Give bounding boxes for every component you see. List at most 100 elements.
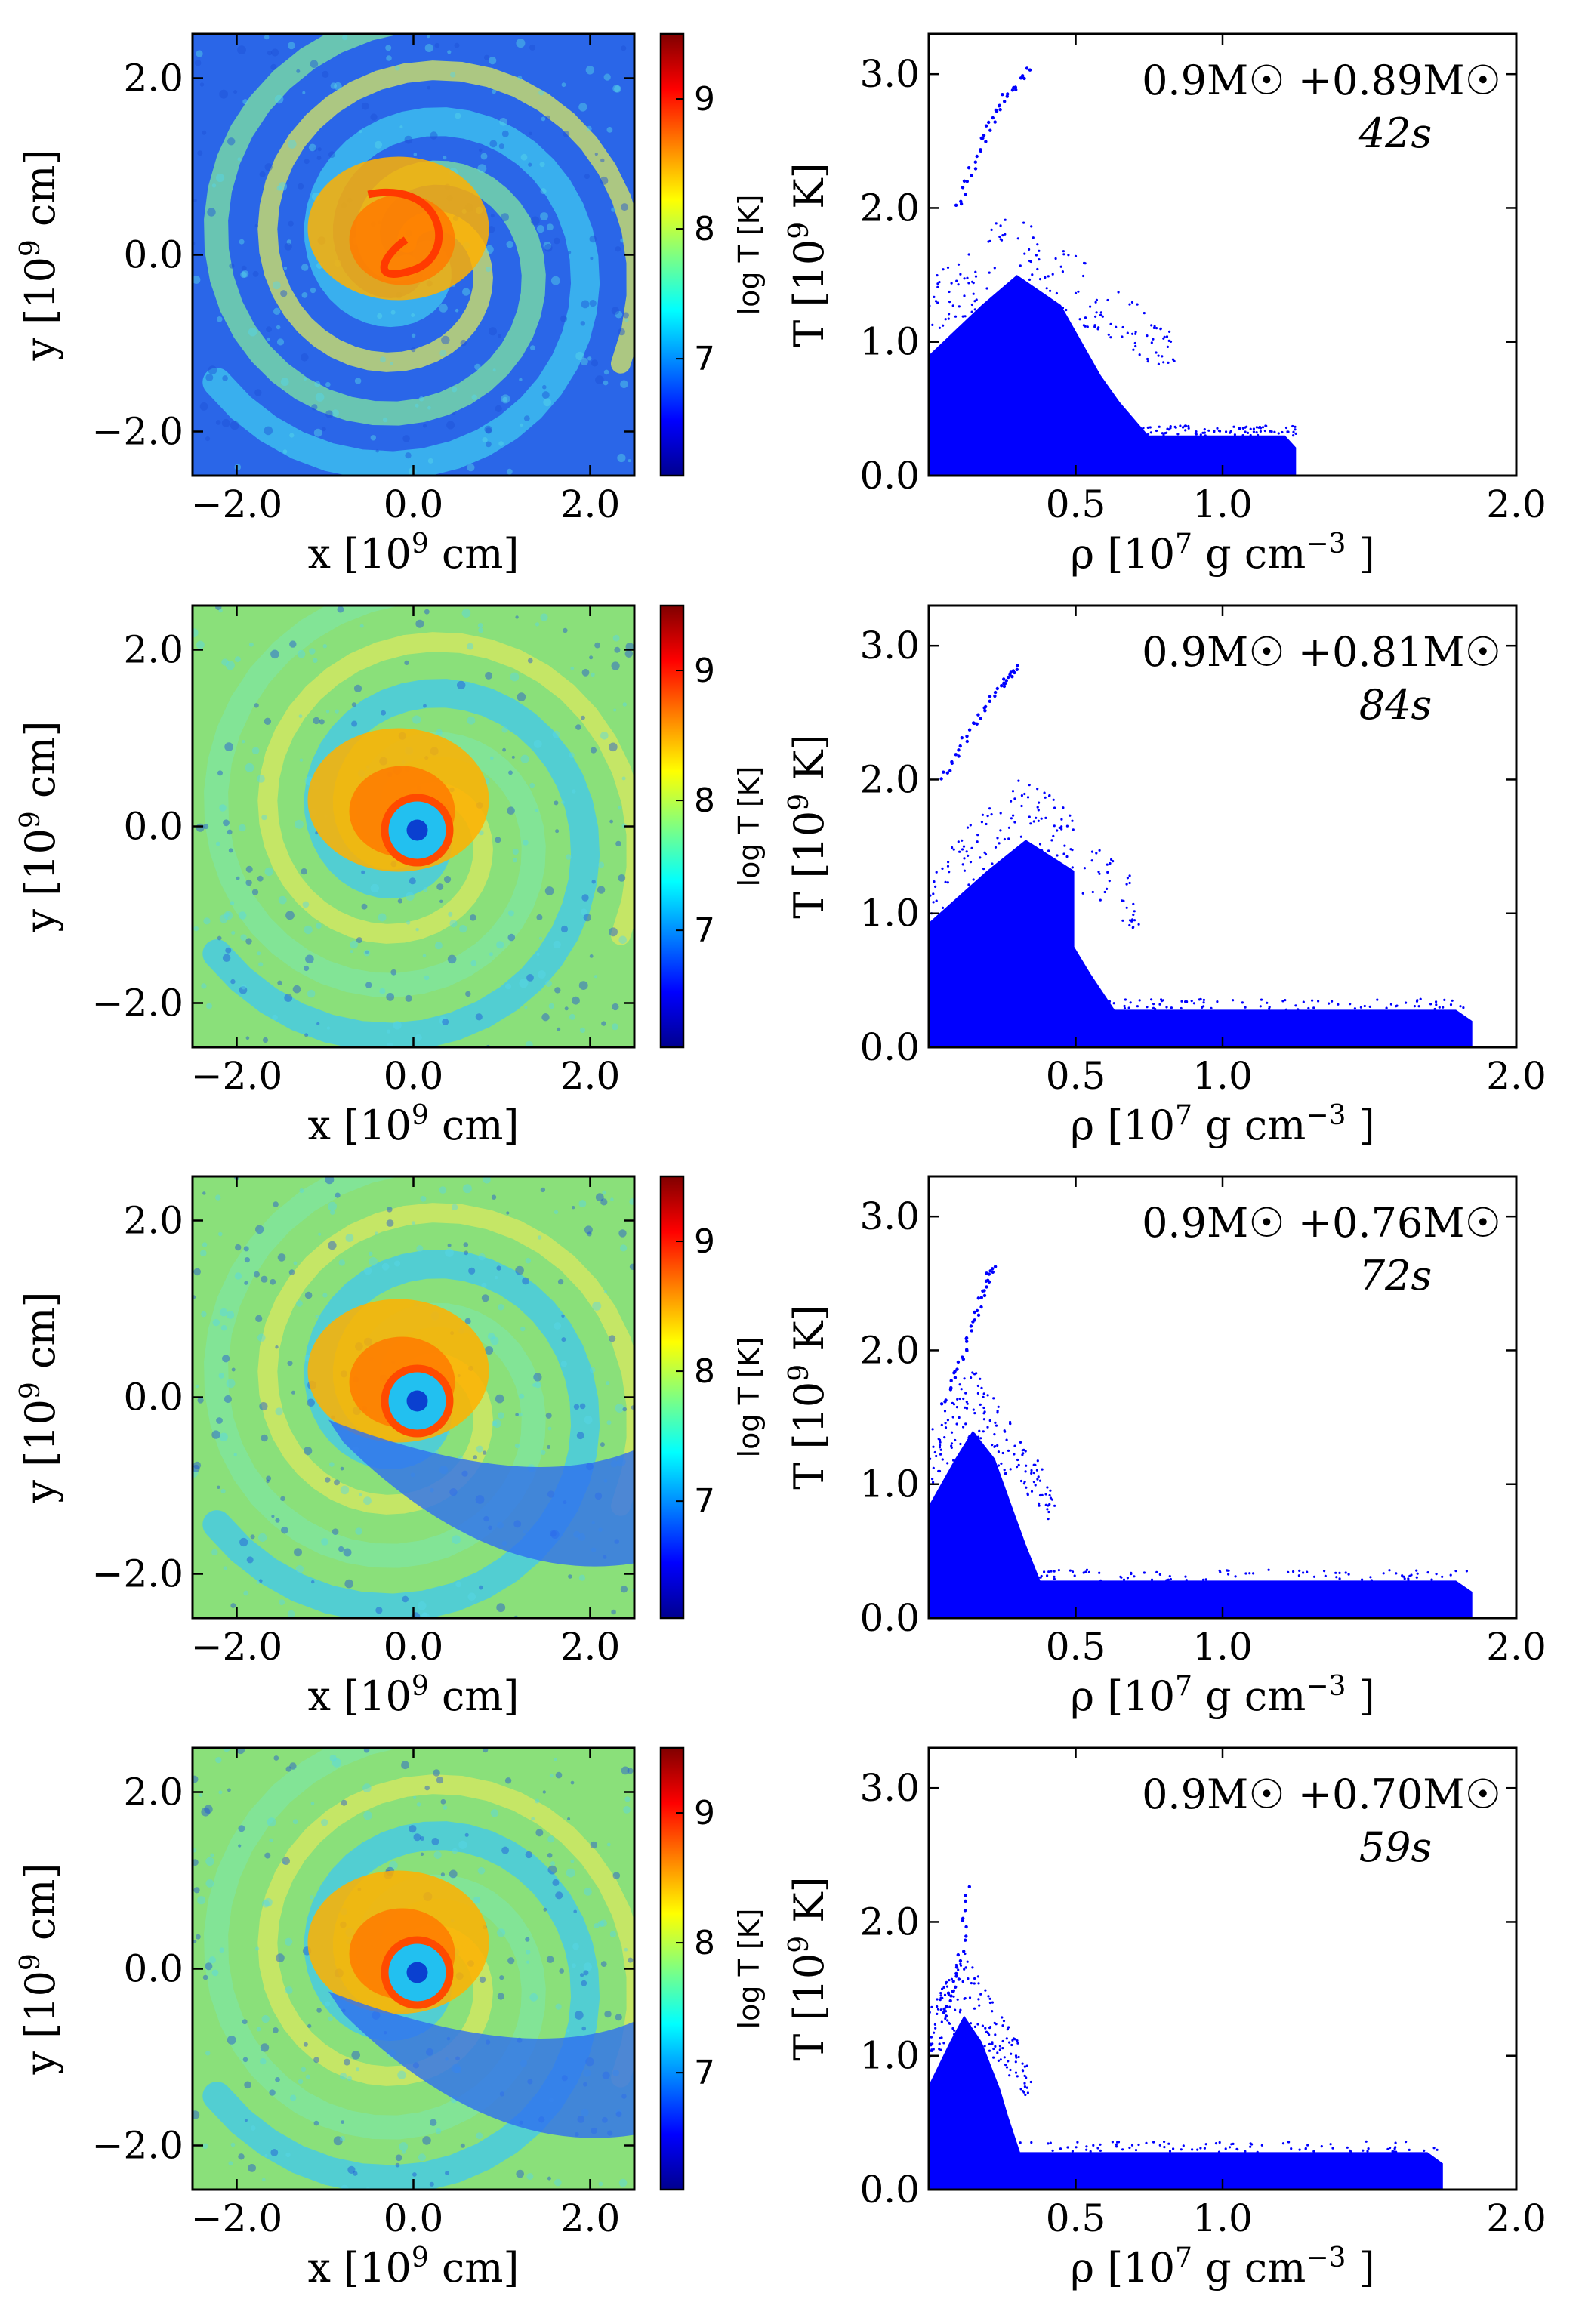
hot-branch-point <box>972 721 976 726</box>
scatter-point <box>961 839 964 842</box>
scatter-point <box>951 304 954 307</box>
scatter-point <box>986 1426 989 1429</box>
scatter-point <box>1052 834 1055 837</box>
scatter-point <box>1334 1571 1337 1574</box>
scatter-point <box>1165 1579 1168 1582</box>
y-tick-label: 2.0 <box>859 757 920 801</box>
scatter-point <box>1187 427 1190 430</box>
scatter-point <box>1023 2085 1026 2088</box>
scatter-point <box>1023 2082 1026 2085</box>
scatter-point <box>961 315 964 318</box>
scatter-point <box>1167 2142 1170 2145</box>
speckle <box>362 1783 372 1792</box>
scatter-point <box>1122 1578 1126 1581</box>
speckle <box>622 312 629 319</box>
speckle <box>394 1260 401 1267</box>
speckle <box>603 369 609 375</box>
scatter-point <box>975 1372 978 1375</box>
speckle <box>260 2043 270 2052</box>
speckle <box>618 935 627 945</box>
scatter-point <box>982 1430 985 1433</box>
speckle <box>230 979 236 985</box>
speckle <box>568 1574 572 1579</box>
scatter-point <box>1016 2039 1019 2042</box>
speckle <box>435 2128 442 2134</box>
speckle <box>291 1390 295 1395</box>
scatter-point <box>943 1410 947 1413</box>
speckle <box>581 300 590 309</box>
scatter-point <box>1056 854 1059 857</box>
scatter-point <box>1259 430 1262 433</box>
speckle <box>275 2077 280 2082</box>
speckle <box>483 1176 491 1184</box>
scatter-point <box>1035 816 1038 819</box>
speckle <box>455 113 461 119</box>
speckle <box>526 1950 531 1955</box>
hot-branch-point <box>1006 92 1010 96</box>
scatter-point <box>1190 1000 1193 1003</box>
speckle <box>548 1003 554 1009</box>
speckle <box>540 613 548 621</box>
mass-annotation: 0.9M☉ +0.76M☉ <box>1142 1199 1501 1247</box>
hot-branch-point <box>1005 94 1010 98</box>
hot-branch-point <box>942 770 945 774</box>
scatter-point <box>938 1446 942 1449</box>
speckle <box>202 1191 206 1195</box>
speckle <box>584 1416 593 1425</box>
scatter-point <box>988 1419 991 1422</box>
scatter-point <box>1130 1572 1133 1576</box>
scatter-point <box>1133 341 1136 345</box>
scatter-point <box>970 303 973 307</box>
scatter-point <box>954 2008 957 2011</box>
speckle <box>536 225 545 233</box>
scatter-point <box>939 1444 942 1447</box>
speckle <box>251 889 259 895</box>
speckle <box>621 1766 630 1775</box>
speckle <box>486 267 492 273</box>
speckle <box>359 129 362 134</box>
scatter-point <box>930 2048 933 2051</box>
speckle <box>492 89 496 94</box>
scatter-point <box>1009 1422 1012 1425</box>
scatter-point <box>1026 796 1030 799</box>
scatter-point <box>969 824 972 827</box>
scatter-point <box>1165 1006 1168 1009</box>
scatter-point <box>1331 1000 1334 1003</box>
hot-branch-point <box>987 120 991 125</box>
speckle <box>411 347 416 353</box>
scatter-point <box>979 1403 982 1406</box>
scatter-point <box>955 1422 958 1426</box>
colorbar-tick-label: 8 <box>694 1924 715 1962</box>
scatter-point <box>1163 2146 1166 2149</box>
scatter-point <box>1060 825 1063 828</box>
speckle <box>600 1919 607 1927</box>
speckle <box>245 879 252 886</box>
scatter-point <box>1169 1577 1172 1581</box>
speckle <box>609 1335 616 1342</box>
speckle <box>415 1034 422 1041</box>
speckle <box>315 393 325 402</box>
speckle <box>541 116 546 122</box>
speckle <box>328 151 335 159</box>
hot-branch-point <box>1016 664 1019 667</box>
speckle <box>436 1777 444 1784</box>
speckle <box>350 940 359 949</box>
scatter-point <box>988 2049 991 2052</box>
hot-branch-point <box>1028 68 1032 72</box>
speckle <box>363 1496 372 1505</box>
scatter-point <box>1248 1572 1251 1575</box>
speckle <box>386 993 395 1001</box>
speckle <box>526 1960 530 1964</box>
speckle <box>261 1275 268 1283</box>
speckle <box>477 1866 486 1875</box>
speckle <box>289 433 295 438</box>
speckle <box>193 1775 199 1783</box>
speckle <box>499 118 507 126</box>
scatter-point <box>991 1444 994 1447</box>
speckle <box>470 960 477 966</box>
scatter-point <box>1021 2090 1025 2093</box>
scatter-point <box>1359 1006 1362 1009</box>
speckle <box>340 2184 349 2190</box>
y-tick-label: 3.0 <box>859 52 920 96</box>
